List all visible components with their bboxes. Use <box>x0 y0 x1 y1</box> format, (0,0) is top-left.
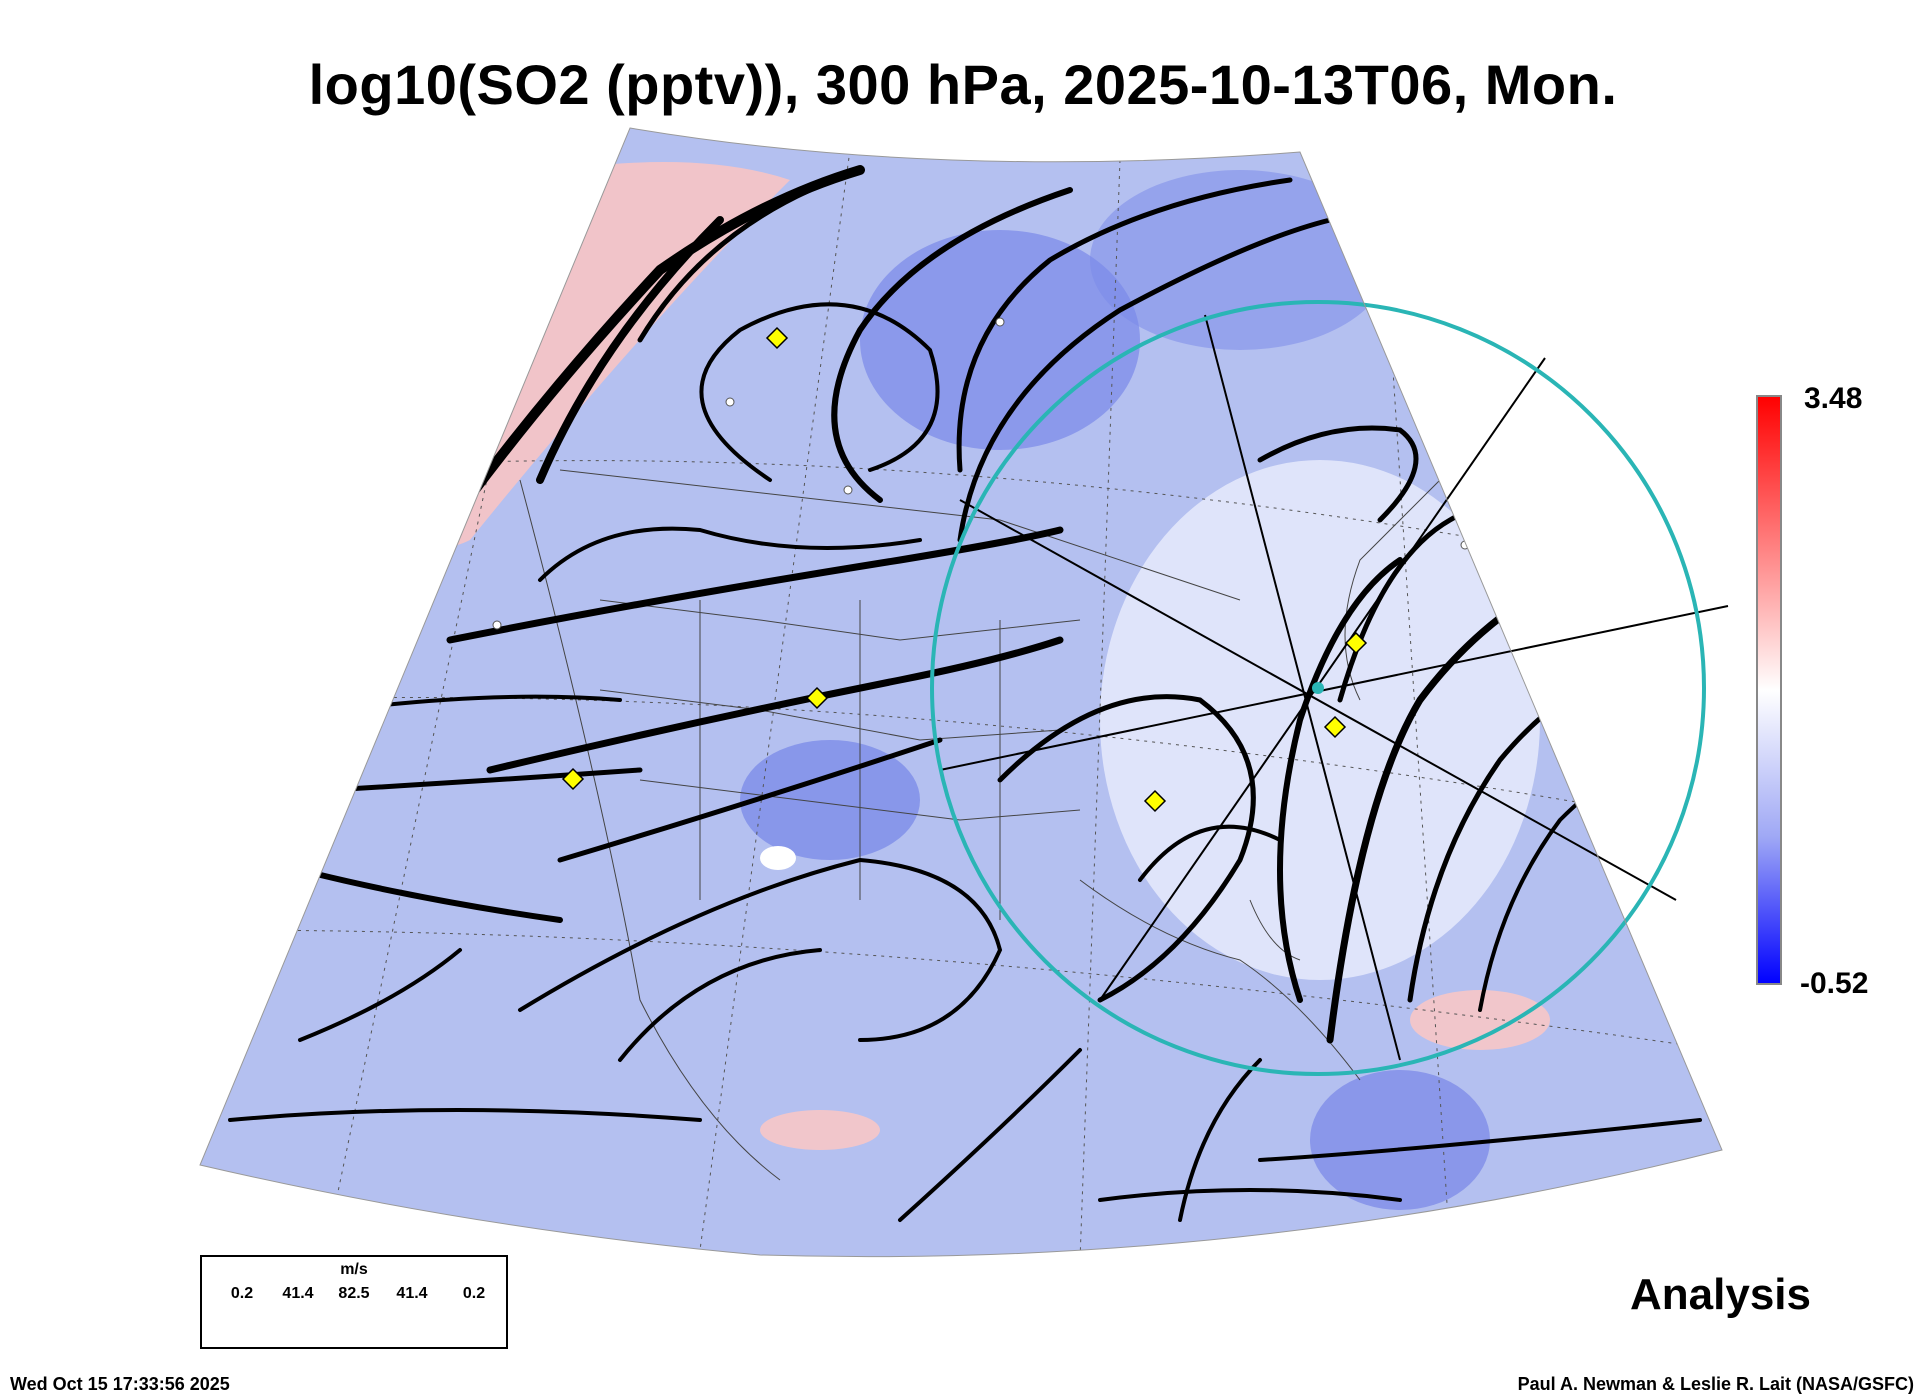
field-patch-blue <box>1090 170 1390 350</box>
timestamp: Wed Oct 15 17:33:56 2025 <box>10 1374 230 1394</box>
wind-legend-value: 41.4 <box>282 1285 314 1302</box>
wind-legend: m/s 0.2 41.4 82.5 41.4 0.2 <box>200 1255 508 1349</box>
wind-legend-value: 41.4 <box>396 1285 428 1302</box>
yellow-markers <box>561 326 1368 813</box>
credit: Paul A. Newman & Leslie R. Lait (NASA/GS… <box>1517 1374 1914 1394</box>
diamond-marker <box>1344 631 1368 655</box>
cross-sections <box>939 314 1729 1061</box>
wind-legend-units: m/s <box>340 1261 368 1278</box>
diamond-marker <box>1143 789 1167 813</box>
field-patch-red <box>1410 990 1550 1050</box>
wind-legend-value: 0.2 <box>230 1285 254 1302</box>
field-patch-white <box>760 846 796 870</box>
field-patch-red <box>760 1110 880 1150</box>
colorbar <box>1756 395 1782 985</box>
colorbar-min-label: -0.52 <box>1800 967 1869 1000</box>
wind-legend-value: 82.5 <box>338 1285 370 1302</box>
graticule <box>209 129 1721 1257</box>
field-patch-blue <box>740 740 920 860</box>
diamond-marker <box>805 686 829 710</box>
field-patch-blue <box>860 230 1140 450</box>
diamond-marker <box>765 326 789 350</box>
range-circle <box>930 300 1706 1076</box>
colorbar-max-label: 3.48 <box>1804 382 1863 415</box>
analysis-label: Analysis <box>1630 1270 1811 1319</box>
diamond-marker <box>561 767 585 791</box>
boundaries <box>519 469 1441 1181</box>
field-patch-light <box>1100 460 1540 980</box>
plot-title: log10(SO2 (pptv)), 300 hPa, 2025-10-13T0… <box>308 53 1618 116</box>
diamond-marker <box>1323 715 1347 739</box>
range-circle-center <box>1312 682 1324 694</box>
wind-legend-value: 0.2 <box>462 1285 486 1302</box>
field-patch-blue <box>1310 1070 1490 1210</box>
